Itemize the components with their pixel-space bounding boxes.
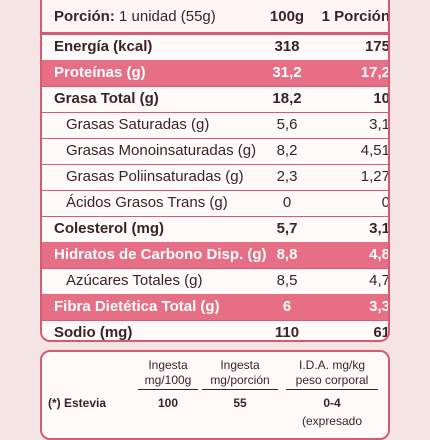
portion-label: Porción: 1 unidad (55g) — [54, 8, 216, 25]
sweetener-value-ida: 0-4 — [323, 396, 341, 410]
nutrient-label: Grasa Total (g) — [54, 90, 159, 107]
nutrient-value-portion: 1,27 — [360, 168, 390, 185]
nutrient-row-protein: Proteínas (g) 31,2 17,2 — [42, 60, 388, 86]
nutrient-row-saturated-fat: Grasas Saturadas (g) 5,6 3,1 — [42, 112, 388, 138]
nutrient-value-100g: 110 — [274, 324, 300, 341]
nutrient-value-portion: 3,1 — [369, 220, 390, 237]
column-header-ida: I.D.A. mg/kg peso corporal — [286, 358, 378, 390]
nutrient-row-carbohydrates: Hidratos de Carbono Disp. (g) 8,8 4,8 — [42, 242, 388, 268]
nutrient-label: Hidratos de Carbono Disp. (g) — [54, 246, 267, 263]
nutrient-label: Sodio (mg) — [54, 324, 133, 341]
nutrient-label: Colesterol (mg) — [54, 220, 165, 237]
sweetener-panel: Ingesta mg/100g Ingesta mg/porción I.D.A… — [40, 350, 390, 440]
nutrient-value-100g: 8,2 — [276, 142, 298, 159]
nutrient-label: Ácidos Grasos Trans (g) — [66, 194, 228, 211]
nutrient-label: Proteínas (g) — [54, 64, 146, 81]
nutrient-label: Azúcares Totales (g) — [66, 272, 203, 289]
nutrient-value-100g: 6 — [282, 298, 292, 315]
nutrient-row-fiber: Fibra Dietética Total (g) 6 3,3 — [42, 294, 388, 320]
nutrient-label: Grasas Poliinsaturadas (g) — [66, 168, 244, 185]
nutrient-value-portion: 4,51 — [360, 142, 390, 159]
nutrient-value-100g: 318 — [274, 38, 300, 55]
sweetener-ida-note: (expresado — [301, 414, 363, 428]
nutrient-value-portion: 4,8 — [369, 246, 390, 263]
column-header-portion: 1 Porción — [321, 8, 390, 25]
nutrient-label: Grasas Saturadas (g) — [66, 116, 210, 133]
nutrient-value-100g: 2,3 — [276, 168, 298, 185]
nutrient-value-portion: 0 — [381, 194, 390, 211]
column-header-intake-100g: Ingesta mg/100g — [138, 358, 198, 390]
nutrient-value-portion: 4,7 — [369, 272, 390, 289]
nutrient-value-100g: 0 — [282, 194, 292, 211]
sweetener-label: (*) Estevia — [48, 396, 107, 410]
column-header-100g: 100g — [269, 8, 305, 25]
nutrient-value-100g: 31,2 — [272, 64, 302, 81]
nutrient-row-polyunsaturated-fat: Grasas Poliinsaturadas (g) 2,3 1,27 — [42, 164, 388, 190]
nutrient-value-100g: 18,2 — [272, 90, 302, 107]
nutrient-label: Fibra Dietética Total (g) — [54, 298, 220, 315]
sweetener-value-100g: 100 — [157, 396, 179, 410]
nutrient-value-portion: 61 — [373, 324, 390, 341]
nutrient-value-portion: 3,1 — [369, 116, 390, 133]
nutrient-value-portion: 3,3 — [369, 298, 390, 315]
nutrient-row-sugars: Azúcares Totales (g) 8,5 4,7 — [42, 268, 388, 294]
nutrient-row-energy: Energía (kcal) 318 175 — [42, 34, 388, 60]
nutrient-label: Energía (kcal) — [54, 38, 153, 55]
column-header-intake-portion: Ingesta mg/porción — [202, 358, 278, 390]
nutrient-row-sodium: Sodio (mg) 110 61 — [42, 320, 390, 341]
nutrient-row-trans-fat: Ácidos Grasos Trans (g) 0 0 — [42, 190, 388, 216]
nutrient-value-portion: 17,2 — [360, 64, 390, 81]
nutrition-facts-panel: Porción: 1 unidad (55g) 100g 1 Porción E… — [40, 0, 390, 342]
nutrient-value-portion: 10 — [373, 90, 390, 107]
nutrient-row-cholesterol: Colesterol (mg) 5,7 3,1 — [42, 216, 388, 242]
nutrition-header: Porción: 1 unidad (55g) 100g 1 Porción — [42, 0, 388, 34]
nutrient-value-100g: 8,5 — [276, 272, 298, 289]
nutrient-label: Grasas Monoinsaturadas (g) — [66, 142, 257, 159]
nutrient-value-100g: 5,7 — [276, 220, 298, 237]
nutrient-value-100g: 8,8 — [276, 246, 298, 263]
sweetener-value-portion: 55 — [233, 396, 247, 410]
nutrient-value-100g: 5,6 — [276, 116, 298, 133]
nutrient-row-total-fat: Grasa Total (g) 18,2 10 — [42, 86, 388, 112]
nutrient-row-monounsaturated-fat: Grasas Monoinsaturadas (g) 8,2 4,51 — [42, 138, 388, 164]
nutrient-value-portion: 175 — [364, 38, 390, 55]
